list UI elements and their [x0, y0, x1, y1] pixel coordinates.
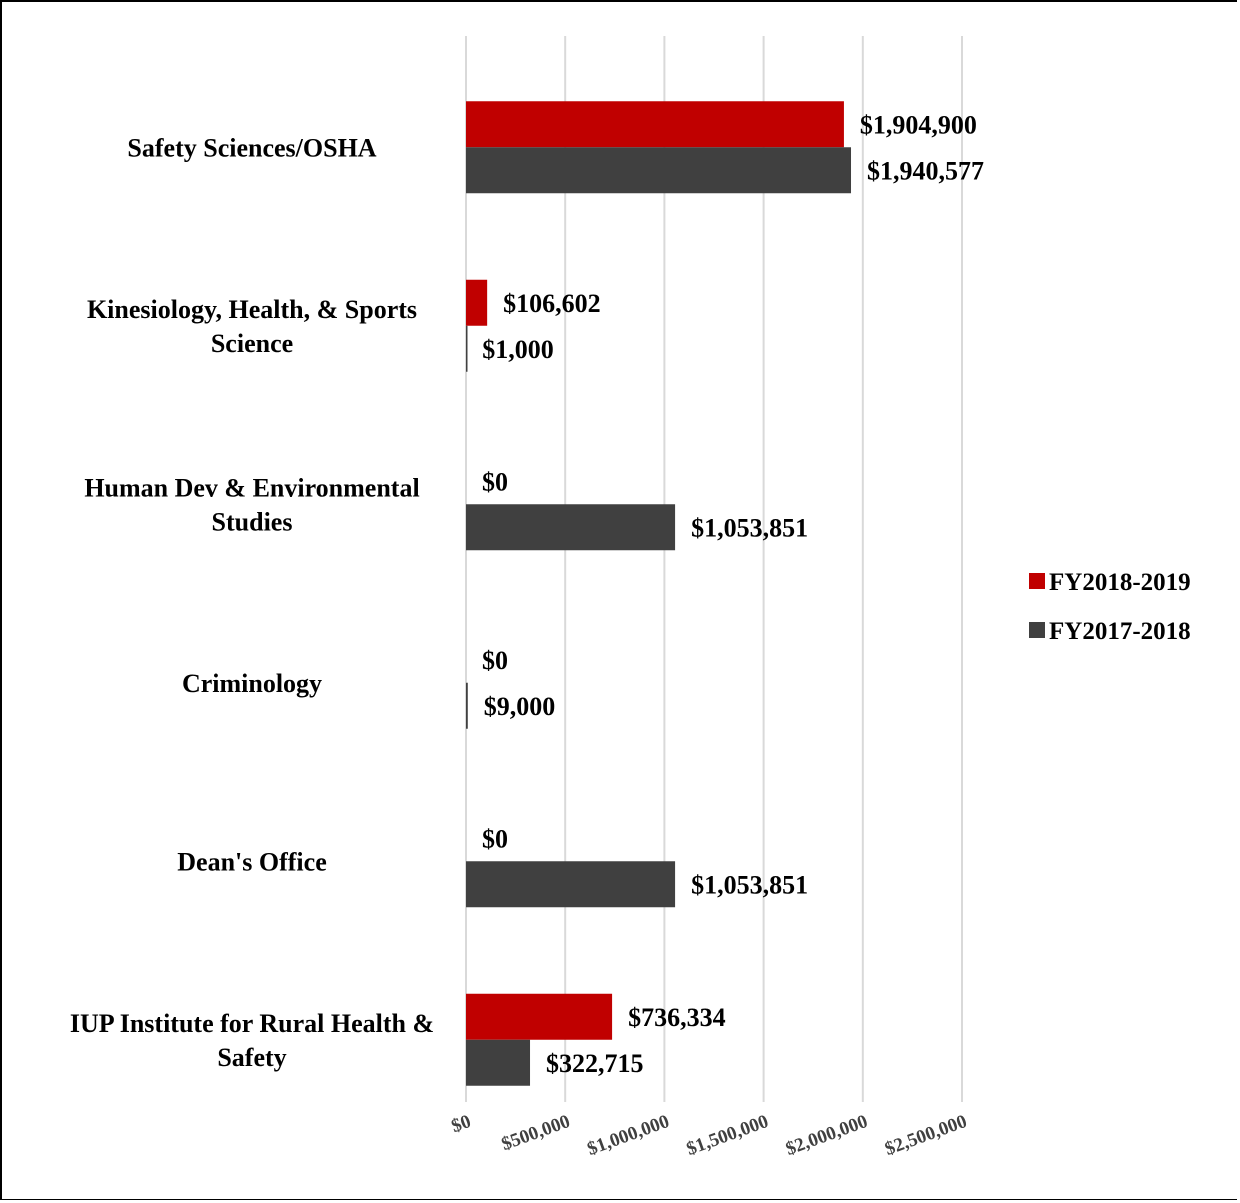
data-label: $1,904,900	[860, 110, 977, 139]
data-label: $1,053,851	[691, 870, 808, 899]
category-label: Dean's Office	[177, 847, 326, 876]
bar	[466, 504, 675, 550]
data-label: $9,000	[484, 692, 556, 721]
data-label: $1,053,851	[691, 513, 808, 542]
x-axis-ticks: $0 $500,000 $1,000,000 $1,500,000 $2,000,000…	[449, 1111, 970, 1160]
data-label: $322,715	[546, 1049, 644, 1078]
category-label: Safety	[217, 1043, 286, 1072]
legend-swatch	[1029, 573, 1045, 589]
bar	[466, 147, 851, 193]
bar	[466, 326, 468, 372]
category-label: Kinesiology, Health, & Sports	[87, 295, 417, 324]
bar	[466, 101, 844, 147]
x-tick-label: $2,000,000	[783, 1111, 871, 1160]
x-tick-label: $0	[449, 1111, 474, 1137]
x-tick-label: $1,500,000	[684, 1111, 772, 1160]
legend-label: FY2018-2019	[1049, 569, 1191, 596]
bar	[466, 994, 612, 1040]
legend-label: FY2017-2018	[1049, 618, 1191, 645]
legend-swatch	[1029, 622, 1045, 638]
data-label: $106,602	[503, 289, 601, 318]
legend: FY2018-2019 FY2017-2018	[1029, 569, 1191, 645]
category-labels: Safety Sciences/OSHA Kinesiology, Health,…	[70, 133, 434, 1072]
data-label: $0	[482, 467, 508, 496]
category-label: Human Dev & Environmental	[84, 473, 419, 502]
x-tick-label: $500,000	[499, 1111, 573, 1155]
data-label: $0	[482, 824, 508, 853]
gridlines	[466, 36, 962, 1102]
category-label: Studies	[212, 507, 293, 536]
bar	[466, 861, 675, 907]
category-label: Criminology	[182, 669, 322, 698]
x-tick-label: $1,000,000	[585, 1111, 673, 1160]
category-label: Science	[211, 329, 293, 358]
category-label: IUP Institute for Rural Health &	[70, 1009, 434, 1038]
data-label: $1,000	[482, 335, 553, 364]
bar	[466, 280, 487, 326]
category-label: Safety Sciences/OSHA	[127, 133, 376, 162]
bar	[466, 683, 468, 729]
bars	[466, 101, 851, 1086]
data-label: $736,334	[628, 1003, 726, 1032]
data-label: $1,940,577	[867, 156, 984, 185]
data-labels: $1,904,900 $1,940,577 $106,602 $1,000 $0 $1,0…	[482, 110, 984, 1078]
x-tick-label: $2,500,000	[882, 1111, 970, 1160]
bar	[466, 1040, 530, 1086]
data-label: $0	[482, 646, 508, 675]
